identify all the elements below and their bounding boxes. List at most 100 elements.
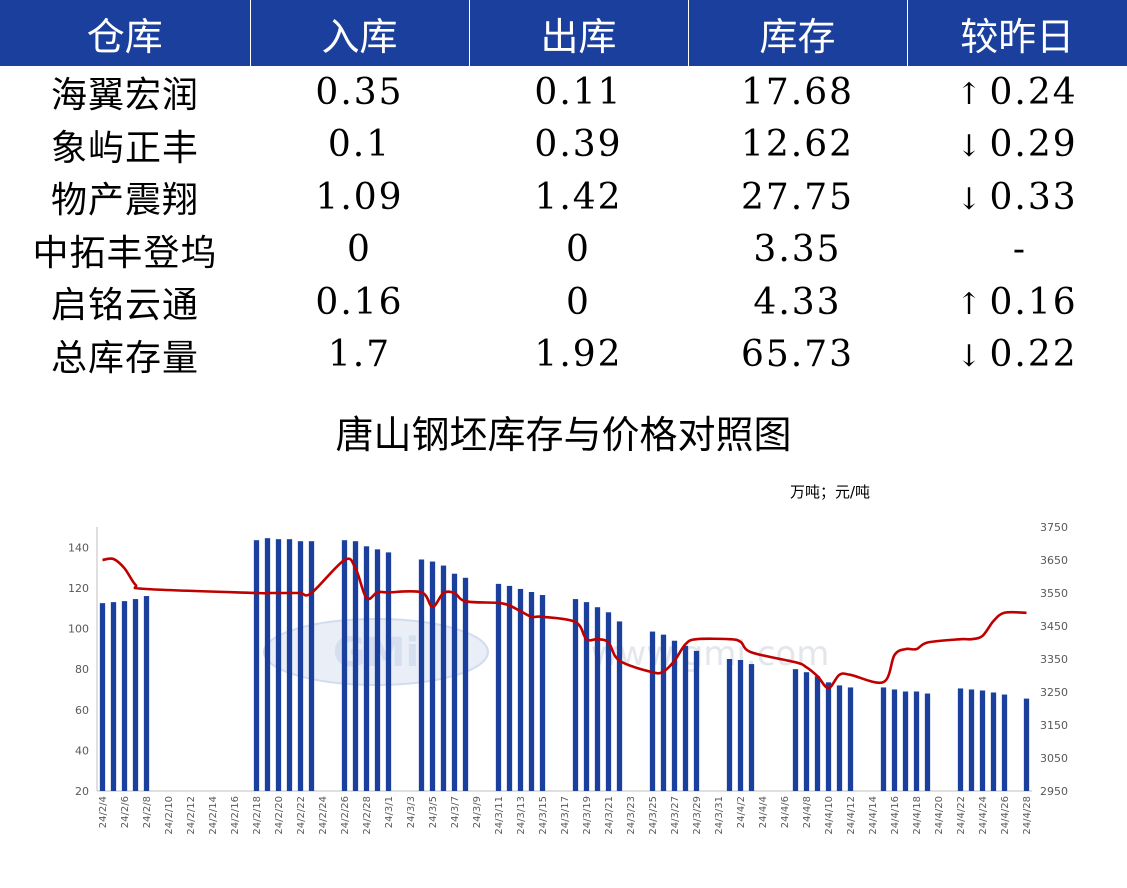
x-tick-label: 24/2/18 — [252, 796, 263, 835]
x-tick-label: 24/4/20 — [934, 796, 945, 835]
table-row: 物产震翔 1.09 1.42 27.75 ↓ 0.33 — [0, 171, 1127, 224]
bar — [891, 689, 898, 791]
bar — [429, 561, 436, 791]
bar — [649, 631, 656, 791]
cell-out: 0 — [566, 281, 591, 323]
bar — [275, 539, 282, 791]
left-tick-label: 60 — [75, 704, 89, 717]
left-tick-label: 80 — [75, 663, 89, 676]
bar — [132, 599, 139, 791]
right-tick-label: 3250 — [1040, 686, 1068, 699]
x-tick-label: 24/3/31 — [714, 796, 725, 835]
x-tick-label: 24/4/18 — [912, 796, 923, 835]
cell-warehouse: 中拓丰登坞 — [32, 232, 218, 274]
cell-out: 0.11 — [534, 71, 623, 113]
x-tick-label: 24/4/4 — [758, 796, 769, 828]
cell-out: 0 — [566, 229, 591, 271]
x-tick-label: 24/3/1 — [384, 796, 395, 828]
cell-warehouse: 总库存量 — [50, 337, 199, 379]
cell-stock: 12.62 — [740, 124, 855, 166]
x-tick-label: 24/2/16 — [230, 796, 241, 835]
arrow-up-icon: ↑ — [956, 286, 984, 322]
x-tick-label: 24/3/13 — [516, 796, 527, 835]
bar — [506, 585, 513, 791]
cell-in: 0.1 — [327, 124, 392, 166]
header-in: 入库 — [250, 0, 470, 66]
right-tick-label: 3750 — [1040, 521, 1068, 534]
bar — [440, 565, 447, 791]
bar — [957, 688, 964, 791]
table-row: 中拓丰登坞 0 0 3.35 - — [0, 224, 1127, 277]
arrow-up-icon: ↑ — [956, 76, 984, 112]
left-tick-label: 100 — [68, 623, 89, 636]
cell-in: 1.09 — [315, 176, 404, 218]
bar — [682, 645, 689, 791]
bar — [836, 685, 843, 791]
x-tick-label: 24/3/25 — [648, 796, 659, 835]
bar — [1001, 694, 1008, 791]
bar — [528, 591, 535, 791]
x-tick-label: 24/4/14 — [868, 796, 879, 835]
left-tick-label: 120 — [68, 582, 89, 595]
x-tick-label: 24/2/20 — [274, 796, 285, 835]
cell-warehouse: 启铭云通 — [50, 285, 199, 327]
x-tick-label: 24/3/3 — [406, 796, 417, 828]
x-tick-label: 24/2/4 — [98, 796, 109, 828]
price-line — [102, 557, 1027, 690]
change-value: - — [1012, 229, 1028, 271]
x-tick-label: 24/3/27 — [670, 796, 681, 835]
cell-in: 1.7 — [327, 334, 392, 376]
x-tick-label: 24/3/7 — [450, 796, 461, 828]
cell-in: 0.16 — [315, 281, 404, 323]
bar — [814, 676, 821, 791]
bar — [385, 552, 392, 791]
bar — [748, 664, 755, 791]
x-tick-label: 24/3/29 — [692, 796, 703, 835]
x-tick-label: 24/2/6 — [120, 796, 131, 828]
x-tick-label: 24/4/22 — [956, 796, 967, 835]
x-tick-label: 24/2/24 — [318, 796, 329, 835]
bar — [594, 607, 601, 791]
bar — [341, 540, 348, 791]
cell-change: - — [907, 224, 1127, 277]
cell-warehouse: 象屿正丰 — [50, 127, 199, 169]
header-out: 出库 — [469, 0, 689, 66]
x-tick-label: 24/2/10 — [164, 796, 175, 835]
unit-label: 万吨；元/吨 — [790, 483, 871, 501]
bar — [363, 546, 370, 791]
bar — [374, 549, 381, 791]
x-tick-label: 24/4/26 — [1000, 796, 1011, 835]
table-row: 海翼宏润 0.35 0.11 17.68 ↑ 0.24 — [0, 66, 1127, 119]
right-tick-label: 3150 — [1040, 719, 1068, 732]
x-tick-label: 24/2/22 — [296, 796, 307, 835]
table-header-row: 仓库 入库 出库 库存 较昨日 — [0, 0, 1127, 66]
bar — [847, 687, 854, 791]
right-tick-label: 3350 — [1040, 653, 1068, 666]
bar — [286, 539, 293, 791]
right-tick-label: 2950 — [1040, 785, 1068, 798]
x-tick-label: 24/3/15 — [538, 796, 549, 835]
cell-stock: 65.73 — [740, 334, 855, 376]
bar — [539, 595, 546, 791]
change-value: 0.16 — [989, 281, 1078, 323]
bar — [572, 599, 579, 791]
bar — [726, 659, 733, 791]
x-tick-label: 24/4/12 — [846, 796, 857, 835]
cell-in: 0.35 — [315, 71, 404, 113]
bar — [308, 541, 315, 791]
x-tick-label: 24/3/21 — [604, 796, 615, 835]
bar — [418, 559, 425, 791]
right-tick-label: 3650 — [1040, 554, 1068, 567]
x-tick-label: 24/2/8 — [142, 796, 153, 828]
bar — [110, 602, 117, 791]
bar — [803, 672, 810, 791]
bar — [495, 583, 502, 791]
arrow-down-icon: ↓ — [956, 181, 984, 217]
change-value: 0.24 — [989, 71, 1078, 113]
bar — [693, 650, 700, 791]
cell-stock: 4.33 — [753, 281, 842, 323]
bar — [990, 692, 997, 791]
bar — [616, 621, 623, 791]
x-tick-label: 24/3/19 — [582, 796, 593, 835]
bar — [99, 603, 106, 791]
